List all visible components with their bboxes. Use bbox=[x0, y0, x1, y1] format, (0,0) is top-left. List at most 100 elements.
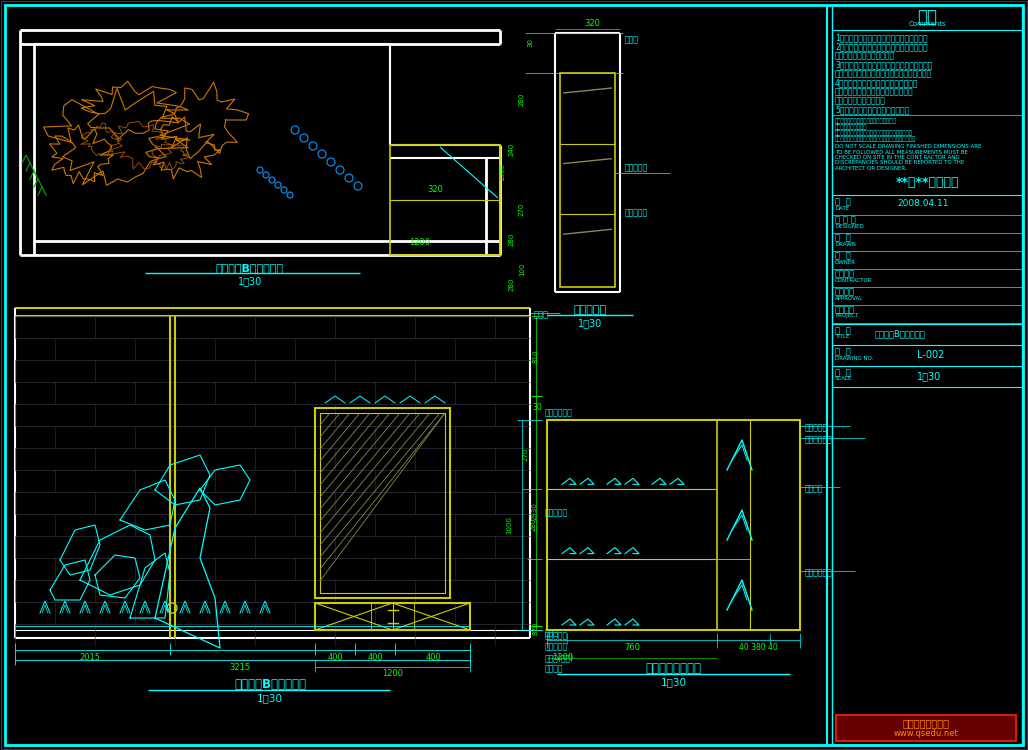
Text: 项目名称: 项目名称 bbox=[835, 305, 855, 314]
Text: 柜面板(矿砂): 柜面板(矿砂) bbox=[545, 653, 574, 662]
Text: TITLE: TITLE bbox=[835, 334, 849, 340]
Text: OWNER: OWNER bbox=[835, 260, 856, 265]
Text: 木制层板: 木制层板 bbox=[805, 484, 823, 494]
Text: 280: 280 bbox=[519, 93, 525, 106]
Text: 本图纸版权归本设计公司所有。严禁抄袭，: 本图纸版权归本设计公司所有。严禁抄袭， bbox=[835, 118, 896, 124]
Text: www.qsedu.net: www.qsedu.net bbox=[893, 729, 958, 738]
Text: 2015: 2015 bbox=[79, 653, 101, 662]
Text: 1000: 1000 bbox=[506, 516, 512, 534]
Text: 设计总费: 设计总费 bbox=[835, 287, 855, 296]
Text: CONTRACTOR: CONTRACTOR bbox=[835, 278, 873, 283]
Text: 再变更批准后方可施工。: 再变更批准后方可施工。 bbox=[835, 96, 886, 105]
Text: CHECKED ON SITE IN THE CONT RACTOR AND: CHECKED ON SITE IN THE CONT RACTOR AND bbox=[835, 155, 959, 160]
Text: 400: 400 bbox=[327, 653, 343, 662]
Text: 加工制作，如有不对，请及时告知设计师处理。: 加工制作，如有不对，请及时告知设计师处理。 bbox=[835, 69, 932, 78]
Text: **饰**计设中心: **饰**计设中心 bbox=[895, 176, 959, 190]
Text: 鞋柜侧面图: 鞋柜侧面图 bbox=[574, 305, 607, 315]
Text: 入户花图B鞋柜平面图: 入户花图B鞋柜平面图 bbox=[216, 263, 284, 273]
Text: PROJECT: PROJECT bbox=[835, 314, 858, 319]
Text: 810: 810 bbox=[533, 350, 538, 363]
Text: 屋墙贴文化砖: 屋墙贴文化砖 bbox=[545, 408, 573, 417]
Text: DISCREPANCIES SHOULD BE REPORTED TO THE: DISCREPANCIES SHOULD BE REPORTED TO THE bbox=[835, 160, 964, 166]
Text: 踢脚线: 踢脚线 bbox=[545, 628, 559, 637]
Text: 不锈钢挂全架: 不锈钢挂全架 bbox=[805, 435, 833, 444]
Text: 320: 320 bbox=[427, 185, 443, 194]
Text: 屋墙贴瓷砖: 屋墙贴瓷砖 bbox=[545, 508, 568, 517]
Text: 1：30: 1：30 bbox=[661, 677, 687, 687]
Text: 1：30: 1：30 bbox=[237, 276, 262, 286]
Text: 760: 760 bbox=[624, 643, 640, 652]
Text: 1：30: 1：30 bbox=[917, 371, 942, 382]
Bar bbox=[547, 420, 800, 630]
Text: 5、牌平面，各房间放大样式电化。: 5、牌平面，各房间放大样式电化。 bbox=[835, 105, 909, 114]
Text: 320: 320 bbox=[585, 19, 600, 28]
Text: Comments: Comments bbox=[908, 21, 946, 27]
Text: 比  例: 比 例 bbox=[835, 368, 851, 377]
Text: 1、图中尺寸均以毫米为单位，标高以米计。: 1、图中尺寸均以毫米为单位，标高以米计。 bbox=[835, 33, 927, 42]
Text: 870: 870 bbox=[533, 621, 538, 634]
Text: DRAWING NO.: DRAWING NO. bbox=[835, 356, 874, 361]
Text: 天花位: 天花位 bbox=[534, 310, 549, 319]
Text: DRAWN: DRAWN bbox=[835, 242, 856, 247]
Text: 270: 270 bbox=[523, 448, 529, 461]
Text: 如业主有改动，请签订屠乙双方认可，: 如业主有改动，请签订屠乙双方认可， bbox=[835, 87, 914, 96]
Text: L-002: L-002 bbox=[917, 350, 945, 361]
Text: 270: 270 bbox=[519, 203, 525, 216]
Text: 合面饰涌板: 合面饰涌板 bbox=[805, 423, 829, 432]
Bar bbox=[836, 715, 1016, 741]
Text: 400: 400 bbox=[367, 653, 382, 662]
Text: 以现场尺寸为准，监山调整。: 以现场尺寸为准，监山调整。 bbox=[835, 51, 895, 60]
Text: 制  图: 制 图 bbox=[835, 233, 851, 242]
Text: 40 380 40: 40 380 40 bbox=[739, 643, 778, 652]
Text: 2、施工时，如图中尺寸与现场尺寸有出入，: 2、施工时，如图中尺寸与现场尺寸有出入， bbox=[835, 42, 927, 51]
Text: 不得擅自以任何方式。: 不得擅自以任何方式。 bbox=[835, 124, 868, 130]
Text: 1200: 1200 bbox=[552, 653, 573, 662]
Bar bbox=[315, 408, 450, 598]
Text: 280: 280 bbox=[509, 233, 515, 246]
Text: 齐生设计职业学校: 齐生设计职业学校 bbox=[903, 718, 950, 728]
Text: 30: 30 bbox=[533, 403, 542, 412]
Text: 图  名: 图 名 bbox=[835, 326, 851, 335]
Text: 240: 240 bbox=[509, 143, 515, 156]
Text: 1200: 1200 bbox=[382, 669, 404, 678]
Text: 本人将以最严厉的手段追究其法律责任，敬请各方注意！: 本人将以最严厉的手段追究其法律责任，敬请各方注意！ bbox=[835, 136, 916, 142]
Bar bbox=[390, 145, 500, 255]
Text: 1：30: 1：30 bbox=[257, 693, 283, 703]
Text: 工程经理: 工程经理 bbox=[835, 269, 855, 278]
Text: DO NOT SCALE DRAWING FINISHED DIMENSIONS ARE: DO NOT SCALE DRAWING FINISHED DIMENSIONS… bbox=[835, 144, 982, 149]
Text: 400: 400 bbox=[426, 653, 441, 662]
Text: SCALE: SCALE bbox=[835, 376, 852, 382]
Text: TO BE FOLLOWED ALL MEASUREMENTS MUST BE: TO BE FOLLOWED ALL MEASUREMENTS MUST BE bbox=[835, 149, 968, 154]
Text: 不锈钢扶手: 不锈钢扶手 bbox=[545, 642, 568, 651]
Text: 说明: 说明 bbox=[917, 8, 937, 26]
Text: 1：30: 1：30 bbox=[578, 318, 602, 328]
Text: 3215: 3215 bbox=[229, 663, 251, 672]
Text: 不锈钢扶手: 不锈钢扶手 bbox=[625, 208, 648, 217]
Text: 复制以及传播本图纸之一切内容，一旦发现侵权行为，: 复制以及传播本图纸之一切内容，一旦发现侵权行为， bbox=[835, 130, 913, 136]
Text: 30: 30 bbox=[527, 38, 533, 47]
Text: 1200: 1200 bbox=[409, 238, 431, 247]
Text: 100: 100 bbox=[519, 263, 525, 277]
Text: 日  期: 日 期 bbox=[835, 197, 851, 206]
Text: 台面饰涌板: 台面饰涌板 bbox=[545, 631, 568, 640]
Text: 入户花图B鞋柜立面图: 入户花图B鞋柜立面图 bbox=[234, 678, 306, 691]
Text: 业  主: 业 主 bbox=[835, 251, 851, 260]
Bar bbox=[320, 413, 445, 593]
Text: 入户花图B鞋柜立面图: 入户花图B鞋柜立面图 bbox=[875, 329, 926, 338]
Text: 鞋柜内部结构面图: 鞋柜内部结构面图 bbox=[646, 662, 701, 675]
Text: 4、本设计图属于室内装修设计施工图，: 4、本设计图属于室内装修设计施工图， bbox=[835, 78, 918, 87]
Text: 280: 280 bbox=[509, 278, 515, 292]
Text: 280: 280 bbox=[531, 518, 537, 531]
Text: 内贴玻璃青铜: 内贴玻璃青铜 bbox=[805, 568, 833, 578]
Text: 波浪假山: 波浪假山 bbox=[545, 664, 563, 673]
Bar bbox=[315, 603, 470, 630]
Text: DATE: DATE bbox=[835, 206, 849, 211]
Text: DESIGNED: DESIGNED bbox=[835, 224, 864, 229]
Text: 1000: 1000 bbox=[499, 163, 505, 181]
Text: 图  号: 图 号 bbox=[835, 347, 851, 356]
Text: 2008.04.11: 2008.04.11 bbox=[897, 200, 949, 208]
Text: ARCHITECT OR DESIGNER.: ARCHITECT OR DESIGNER. bbox=[835, 166, 907, 171]
Text: 2930: 2930 bbox=[533, 502, 538, 520]
Text: 设 计 师: 设 计 师 bbox=[835, 215, 855, 224]
Text: 天花位: 天花位 bbox=[625, 35, 638, 44]
